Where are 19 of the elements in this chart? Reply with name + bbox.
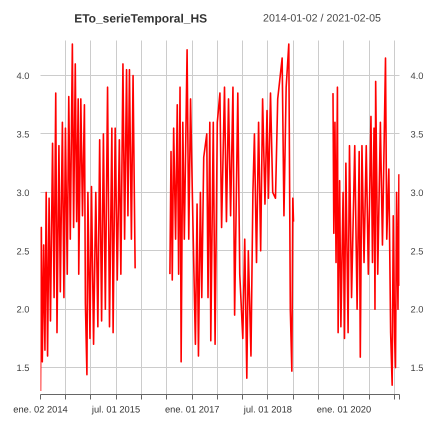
y2-tick-label: 2.0 [410, 304, 424, 315]
y2-tick-label: 1.5 [410, 363, 424, 374]
x-tick-label: jul. 01 2015 [90, 404, 140, 414]
x-tick-label: jul. 01 2018 [242, 404, 292, 414]
y2-tick-label: 2.5 [410, 246, 424, 256]
x-tick-label: ene. 01 2017 [164, 404, 220, 414]
y-tick-label: 4.0 [16, 71, 30, 82]
y-tick-label: 3.5 [16, 129, 30, 140]
y2-tick-label: 3.5 [410, 129, 424, 140]
chart-subtitle: 2014-01-02 / 2021-02-05 [263, 12, 382, 24]
chart-title: ETo_serieTemporal_HS [74, 12, 208, 26]
y-tick-label: 2.5 [16, 246, 30, 256]
y-tick-label: 1.5 [16, 363, 30, 374]
y-tick-label: 3.0 [16, 188, 30, 198]
x-tick-label: ene. 01 2020 [316, 404, 372, 414]
y-tick-label: 2.0 [16, 304, 30, 315]
y2-tick-label: 4.0 [410, 71, 424, 82]
x-tick-label: ene. 02 2014 [13, 404, 68, 414]
y2-tick-label: 3.0 [410, 188, 424, 198]
